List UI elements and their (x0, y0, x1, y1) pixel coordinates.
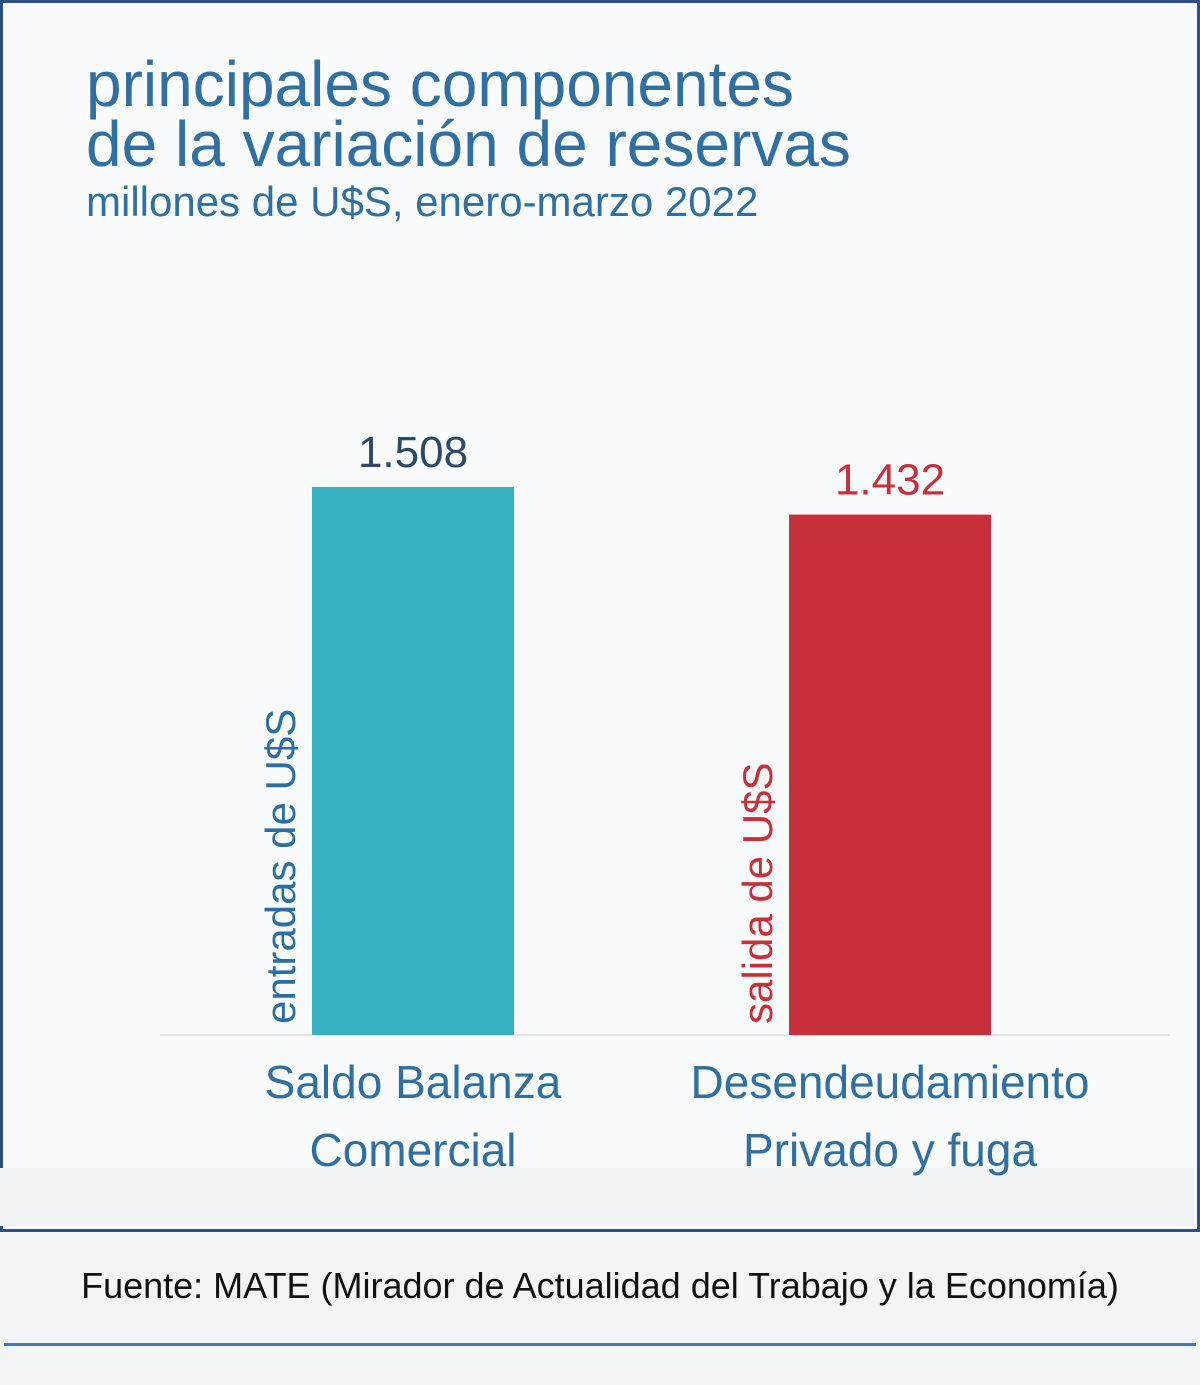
value-label: 1.508 (358, 428, 468, 477)
x-tick-label: Desendeudamiento Privado y fuga (690, 1056, 1090, 1176)
chart: 1.508 entradas de U$S 1.432 salida de U$S (160, 428, 1170, 1036)
chart-subtitle: millones de U$S, enero-marzo 2022 (86, 178, 759, 225)
x-tick-label: Saldo Balanza Comercial (264, 1056, 562, 1176)
chart-title: de la variación de reservas (86, 108, 851, 180)
bar-annotation: entradas de U$S (257, 709, 304, 1024)
footer-band (0, 1168, 1194, 1226)
value-label: 1.432 (835, 456, 945, 505)
bar-annotation: salida de U$S (734, 763, 781, 1025)
bar (312, 487, 514, 1035)
source: Fuente: MATE (Mirador de Actualidad del … (81, 1265, 1119, 1306)
bar (789, 514, 991, 1035)
chart-title: principales componentes (86, 48, 794, 120)
chart-frame (0, 0, 1200, 1232)
rule (4, 1343, 1196, 1346)
